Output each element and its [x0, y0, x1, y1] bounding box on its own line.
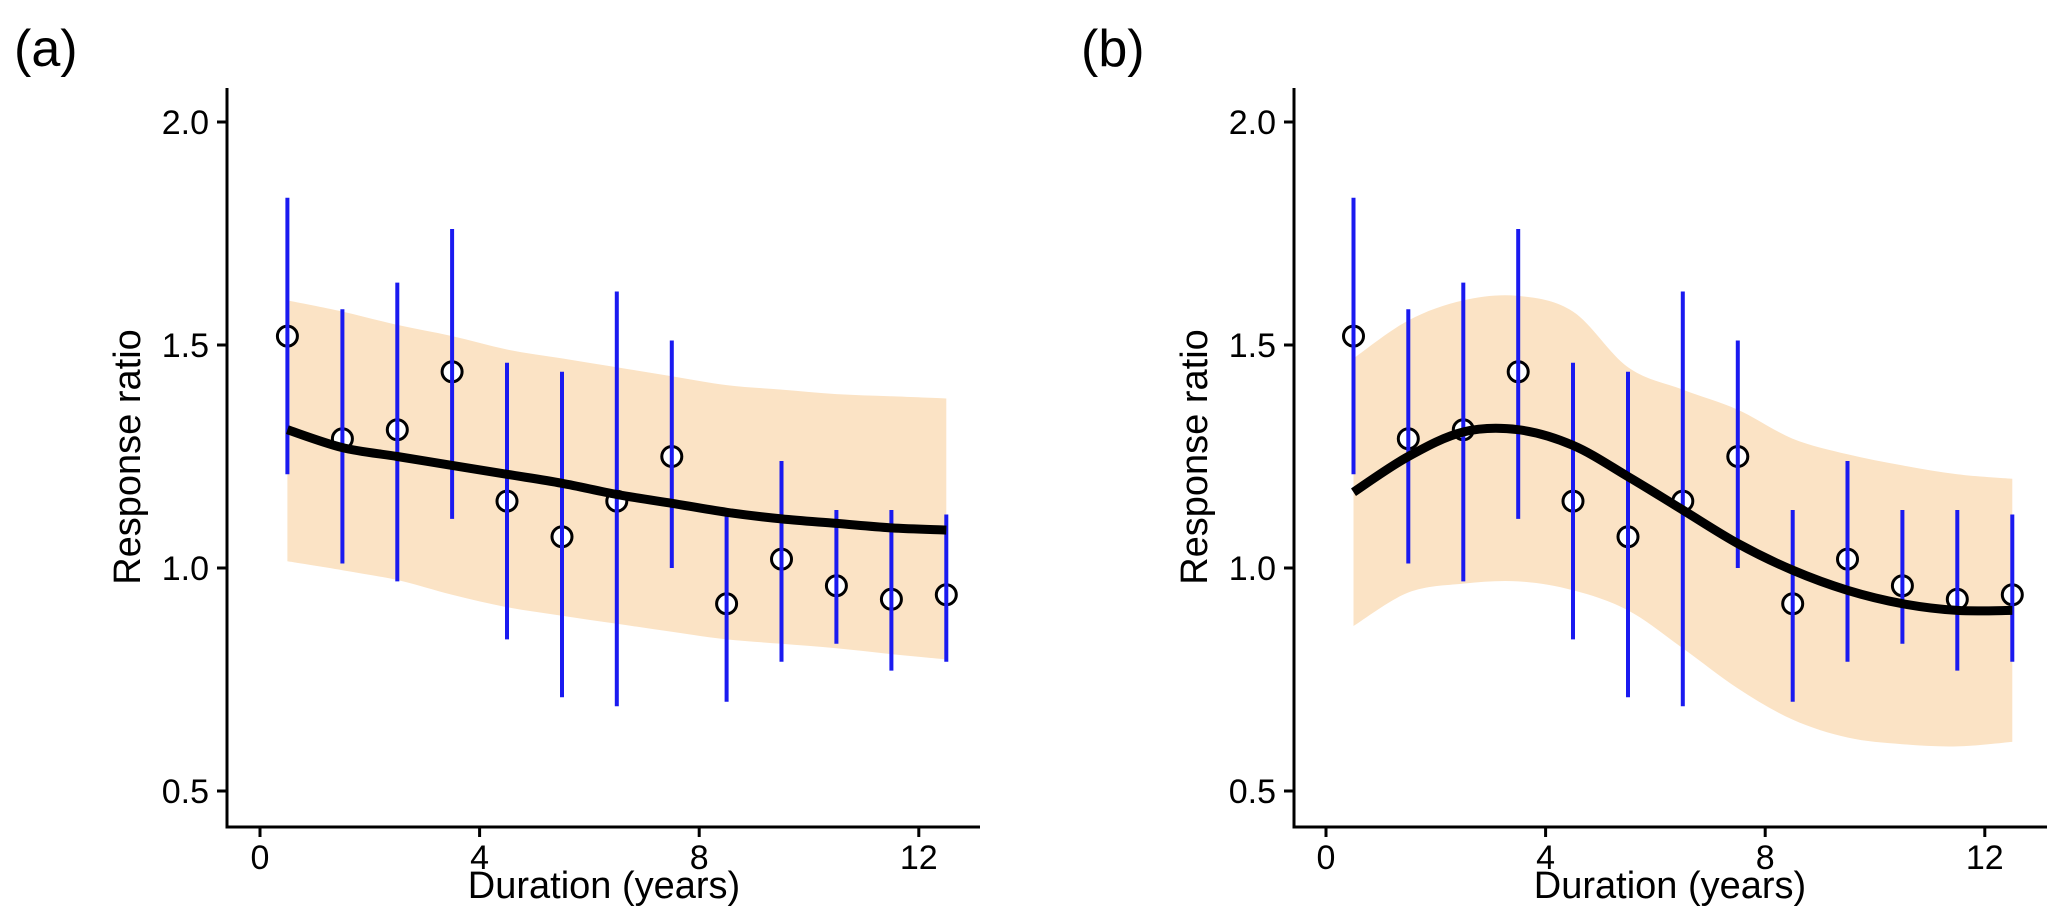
y-tick-label: 0.5: [1229, 773, 1276, 811]
x-tick-label: 12: [900, 839, 938, 877]
x-tick-label: 0: [251, 839, 270, 877]
x-tick-label: 8: [1756, 839, 1775, 877]
panel-b-label: (b): [1081, 20, 1145, 78]
panel-a-label: (a): [14, 20, 78, 78]
y-tick-label: 1.0: [162, 550, 209, 588]
y-tick-label: 1.5: [1229, 327, 1276, 365]
error-bars: [285, 197, 949, 707]
panel-a-plot-area: 0.5 1.0 1.5 2.0 0 4 8 12: [162, 88, 980, 877]
x-tick-label: 12: [1966, 839, 2004, 877]
x-tick-label: 8: [690, 839, 709, 877]
y-tick-label: 2.0: [162, 104, 209, 142]
error-bars: [1351, 197, 2015, 707]
fit-line: [285, 425, 947, 535]
panel-a-x-axis-title: Duration (years): [468, 865, 740, 907]
y-tick-label: 2.0: [1229, 104, 1276, 142]
x-tick-label: 0: [1317, 839, 1336, 877]
panel-a: (a) Response ratio Duration (years) 0.5 1…: [14, 20, 980, 907]
panel-b: (b) Response ratio Duration (years) 0.5 1…: [1081, 20, 2047, 907]
fit-line: [1351, 423, 2013, 616]
panel-a-y-axis-title: Response ratio: [107, 329, 149, 585]
panel-b-x-axis-title: Duration (years): [1534, 865, 1806, 907]
panel-b-y-axis-title: Response ratio: [1174, 329, 1216, 585]
y-tick-label: 1.5: [162, 327, 209, 365]
y-tick-label: 1.0: [1229, 550, 1276, 588]
x-tick-label: 4: [470, 839, 489, 877]
panel-b-plot-area: 0.5 1.0 1.5 2.0 0 4 8 12: [1229, 88, 2047, 877]
x-tick-label: 4: [1536, 839, 1555, 877]
y-tick-label: 0.5: [162, 773, 209, 811]
